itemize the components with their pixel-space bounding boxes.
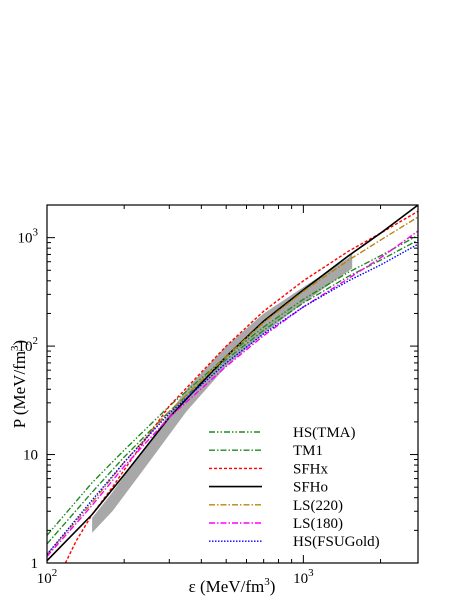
legend-label-5: LS(180): [293, 516, 343, 532]
y-tick-label: 1: [31, 556, 39, 572]
y-tick-label: 103: [18, 227, 39, 247]
x-tick-label: 103: [293, 567, 314, 587]
plot-frame: [46, 204, 419, 564]
legend-label-0: HS(TMA): [293, 425, 356, 441]
axis-ticks: [46, 204, 418, 564]
legend-label-4: LS(220): [293, 498, 343, 514]
series-group: [47, 205, 418, 563]
legend-label-6: HS(FSUGold): [293, 534, 380, 550]
series-line-2: [64, 210, 418, 563]
tick-labels: 102 103 1 10 102 103: [18, 227, 315, 587]
y-axis-label: P (MeV/fm3): [9, 340, 29, 428]
legend-label-1: TM1: [293, 443, 323, 459]
band-area: [92, 253, 353, 533]
series-line-4: [47, 216, 418, 555]
series-line-1: [47, 239, 418, 545]
legend-label-2: SFHx: [293, 461, 329, 477]
x-axis-label: ε (MeV/fm3): [189, 576, 276, 596]
y-tick-label: 10: [23, 448, 38, 464]
legend: HS(TMA) TM1 SFHx SFHo LS(220) LS(180) HS(FSUGo…: [209, 425, 380, 550]
x-tick-label: 102: [37, 567, 58, 587]
legend-label-3: SFHo: [293, 480, 328, 496]
series-line-5: [47, 230, 418, 557]
uncertainty-band: [92, 253, 353, 533]
series-line-0: [47, 234, 418, 536]
y-tick-label: 102: [18, 335, 39, 355]
